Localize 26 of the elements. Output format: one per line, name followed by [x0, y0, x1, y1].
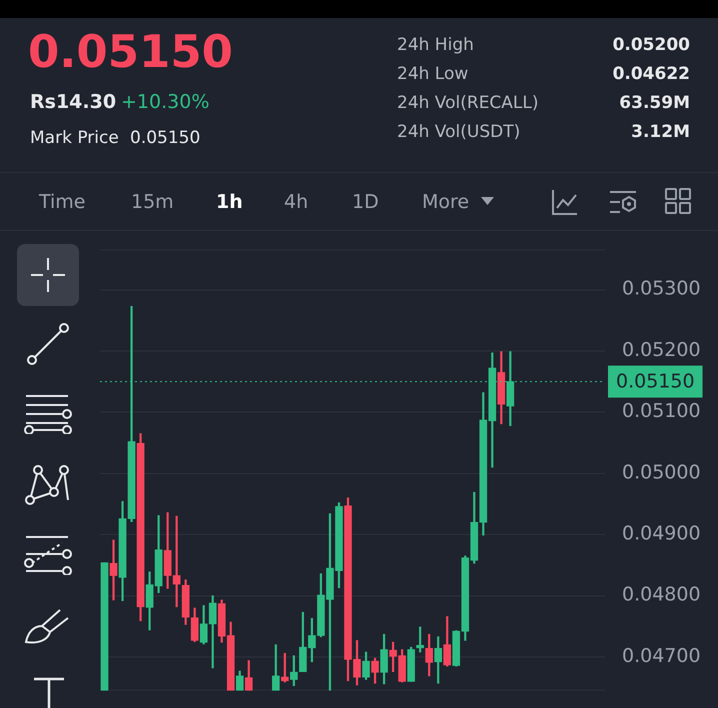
chart-title: 0.05150 — [130, 128, 200, 148]
text: 24h Vol(USDT) — [397, 122, 520, 142]
text: 4h — [284, 191, 308, 213]
y-tick-label: 0.04800 — [622, 584, 701, 606]
text: 24h High — [397, 35, 474, 55]
text: 15m — [131, 191, 174, 213]
text: 0.04622 — [612, 64, 690, 84]
text: More — [422, 191, 470, 213]
text: 1h — [216, 191, 243, 213]
text: Mark Price — [30, 128, 119, 148]
text: 63.59M — [619, 93, 690, 113]
y-tick-label: 0.04900 — [622, 522, 701, 544]
ref-line-label: 0.05150 — [616, 370, 695, 393]
y-tick-label: 0.05200 — [622, 338, 701, 361]
text: 24h Vol(RECALL) — [397, 93, 539, 113]
text: 0.05150 — [28, 25, 233, 78]
text: Rs14.30 — [30, 91, 116, 113]
y-tick-label: 0.05000 — [622, 461, 701, 484]
text: +10.30% — [121, 91, 210, 113]
y-tick-label: 0.04700 — [622, 644, 701, 667]
text: 1D — [352, 191, 379, 213]
text: 24h Low — [397, 64, 468, 84]
y-tick-label: 0.05100 — [622, 400, 701, 422]
y-tick-label: 0.05300 — [622, 278, 701, 300]
text: Time — [39, 191, 86, 213]
text: 3.12M — [631, 122, 690, 142]
